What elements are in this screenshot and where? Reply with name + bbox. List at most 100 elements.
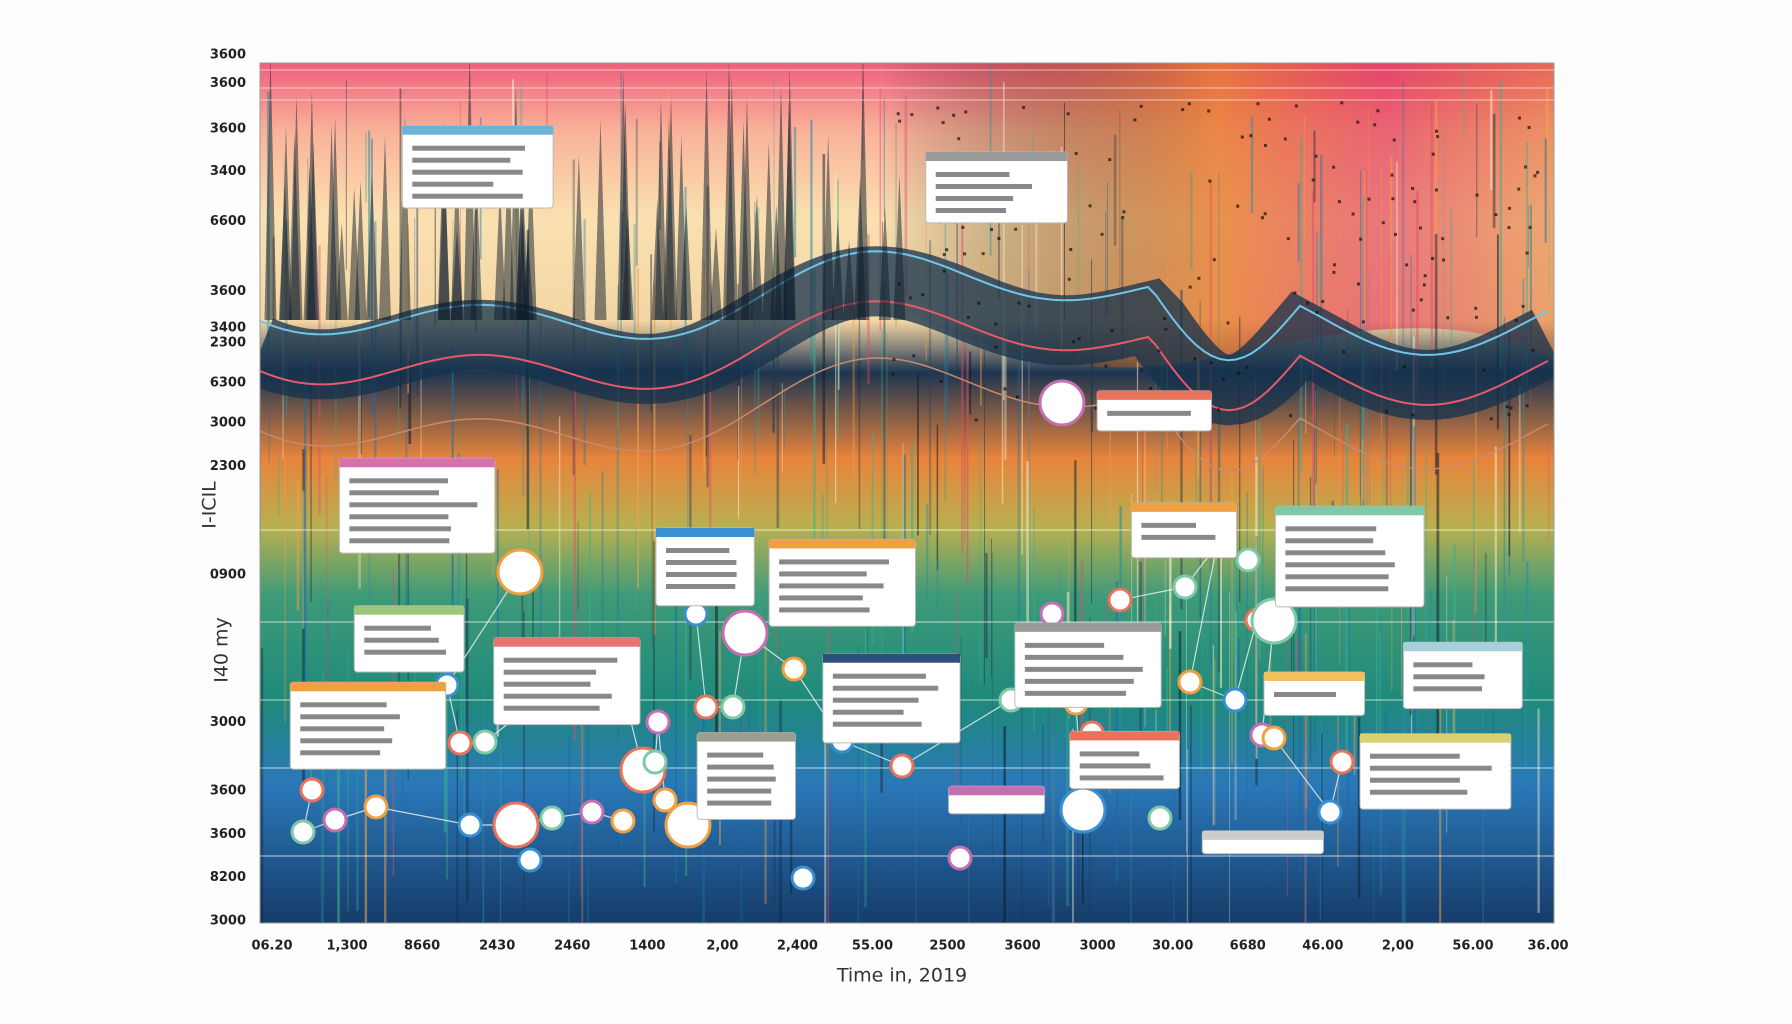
icon (496, 548, 544, 596)
icon (492, 801, 540, 849)
callout-text-line (1285, 562, 1395, 568)
speck (1531, 348, 1535, 352)
speck (1392, 138, 1396, 142)
speck (1077, 337, 1081, 341)
callout-text-line (1370, 789, 1468, 795)
speck (1337, 200, 1341, 204)
speck (891, 372, 895, 376)
speck (1072, 340, 1076, 344)
speck (1212, 258, 1216, 262)
speck (936, 106, 940, 110)
spike (335, 222, 348, 320)
spike (517, 199, 530, 320)
x-tick-label: 2,400 (777, 939, 818, 954)
x-tick-label: 46.00 (1302, 939, 1343, 954)
speck (1376, 109, 1380, 113)
spike (663, 116, 676, 320)
callout-box (768, 538, 916, 627)
callout (1201, 830, 1324, 855)
y-tick-label: 3000 (210, 914, 246, 929)
icon (790, 865, 816, 891)
speck (942, 253, 946, 257)
speck (1236, 371, 1240, 375)
callout-text-line (779, 571, 867, 577)
callout-text-line (1141, 522, 1196, 528)
callout-text-line (1107, 410, 1191, 416)
speck (1216, 408, 1220, 412)
y-tick-label: 6300 (210, 375, 246, 390)
speck (1359, 237, 1363, 241)
spike (700, 69, 713, 320)
y-tick-label: 3600 (210, 827, 246, 842)
callout-text-line (1285, 526, 1377, 532)
icon (322, 807, 348, 833)
icon (1329, 749, 1355, 775)
spike (305, 90, 318, 320)
icon (1235, 547, 1261, 573)
connector (695, 613, 707, 708)
icon (889, 753, 915, 779)
callout-text-line (1024, 654, 1124, 660)
callout-text-line (1370, 753, 1460, 759)
speck (1139, 104, 1143, 108)
speck (963, 252, 967, 256)
callout-text-line (1024, 666, 1143, 672)
speck (952, 113, 956, 117)
callout (655, 527, 755, 607)
speck (1423, 274, 1427, 278)
speck (1482, 368, 1486, 372)
callout-text-line (832, 709, 904, 715)
spike (831, 218, 844, 320)
callout-text-line (349, 514, 449, 520)
y-tick-label: 3600 (210, 122, 246, 137)
callout (948, 785, 1046, 815)
icon (683, 601, 709, 627)
y-tick-label: 3600 (210, 47, 246, 62)
callout (338, 457, 496, 554)
icon (1147, 805, 1173, 831)
icon (610, 808, 636, 834)
speck (1245, 365, 1249, 369)
speck (1311, 178, 1315, 182)
callout-header (339, 458, 495, 468)
spike (398, 114, 411, 320)
speck (1321, 299, 1325, 303)
wave-band (260, 246, 1554, 426)
callout-text-line (300, 714, 400, 720)
callout-text-line (1079, 763, 1151, 769)
speck (1067, 277, 1071, 281)
callout-text-line (935, 172, 1010, 177)
wave-line (260, 357, 1549, 472)
speck (898, 119, 902, 123)
callout (768, 538, 916, 627)
speck (1413, 200, 1417, 204)
speck (1294, 104, 1298, 108)
callout-text-line (666, 584, 736, 589)
callout-header (493, 637, 640, 647)
callout-text-line (300, 726, 385, 732)
spike (450, 153, 463, 320)
callout-header (1264, 672, 1365, 681)
icon (721, 609, 769, 657)
speck (990, 228, 994, 232)
spike (857, 63, 870, 320)
icon (447, 730, 473, 756)
speck (1442, 258, 1446, 262)
spike (594, 119, 607, 321)
y-tick-label: 0900 (210, 567, 246, 582)
speck (1003, 387, 1007, 391)
speck (1509, 406, 1513, 410)
speck (1069, 248, 1073, 252)
speck (1517, 187, 1521, 191)
icon (642, 749, 668, 775)
callout-text-line (349, 502, 478, 508)
speck (1528, 225, 1532, 229)
speck (1419, 298, 1423, 302)
callout-text-line (300, 750, 381, 756)
speck (1474, 306, 1478, 310)
callout-text-line (1370, 765, 1492, 771)
speck (1332, 270, 1336, 274)
spike (783, 66, 796, 321)
spike (288, 131, 301, 320)
icon (1172, 574, 1198, 600)
